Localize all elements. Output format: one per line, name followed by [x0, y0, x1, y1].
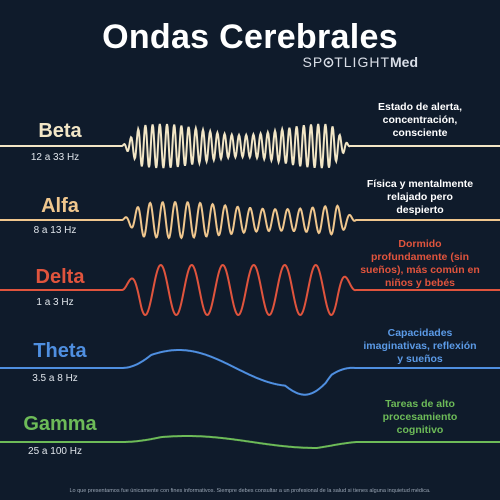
description-line: Física y mentalmente	[366, 178, 474, 190]
wave-name-alfa: Alfa	[41, 195, 79, 217]
wave-description-alfa: Física y mentalmente relajado pero despi…	[350, 178, 490, 217]
wave-range-alfa: 8 a 13 Hz	[33, 225, 77, 236]
wave-line-theta	[0, 349, 500, 396]
description-line: concentración,	[382, 114, 458, 126]
description-line: imaginativas, reflexión	[363, 340, 477, 352]
spotlight-ring-icon	[323, 57, 334, 68]
wave-range-gamma: 25 a 100 Hz	[28, 446, 82, 457]
wave-range-delta: 1 a 3 Hz	[36, 297, 74, 308]
description-line: relajado pero	[387, 191, 453, 203]
brand-part-2: TLIGHT	[334, 54, 390, 70]
description-line: sueños), más común en	[360, 264, 480, 276]
wave-name-delta: Delta	[35, 266, 85, 288]
wave-description-delta: Dormido profundamente (sin sueños), más …	[350, 238, 490, 290]
description-line: Dormido	[398, 238, 442, 250]
description-line: Capacidades	[387, 327, 453, 339]
description-line: despierto	[396, 204, 444, 216]
description-line: y sueños	[397, 353, 443, 365]
description-line: Estado de alerta,	[377, 101, 463, 113]
description-line: cognitivo	[396, 424, 444, 436]
description-line: Tareas de alto	[385, 398, 455, 410]
wave-line-alfa	[0, 200, 500, 240]
wave-description-beta: Estado de alerta, concentración, conscie…	[350, 101, 490, 140]
brand-logo: SP TLIGHTMed	[303, 54, 418, 70]
wave-range-beta: 12 a 33 Hz	[30, 152, 80, 163]
wave-description-gamma: Tareas de alto procesamiento cognitivo	[350, 398, 490, 437]
wave-name-theta: Theta	[33, 340, 87, 362]
wave-range-theta: 3.5 a 8 Hz	[32, 373, 78, 384]
description-line: profundamente (sin	[370, 251, 469, 263]
wave-line-delta	[0, 263, 500, 317]
wave-name-beta: Beta	[38, 120, 82, 142]
description-line: consciente	[392, 127, 448, 139]
wave-name-gamma: Gamma	[23, 413, 97, 435]
brand-part-1: SP	[302, 54, 324, 70]
description-line: procesamiento	[382, 411, 458, 423]
page-title: Ondas Cerebrales	[102, 18, 398, 56]
wave-line-gamma	[0, 435, 500, 449]
disclaimer-footer: Lo que presentamos fue únicamente con fi…	[69, 488, 431, 494]
description-line: niños y bebés	[384, 277, 456, 289]
brand-part-3: Med	[390, 54, 418, 70]
wave-description-theta: Capacidades imaginativas, reflexión y su…	[350, 327, 490, 366]
wave-line-beta	[0, 123, 500, 169]
